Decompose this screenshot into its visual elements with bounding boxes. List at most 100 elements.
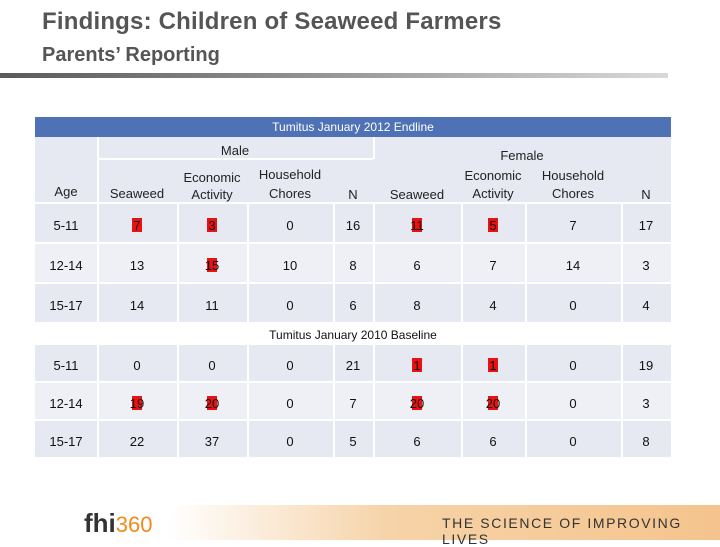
- column-divider: [373, 383, 375, 421]
- row-divider: [35, 322, 671, 324]
- endline-age-cell: 5-11: [53, 218, 79, 233]
- baseline-age-cell: 15-17: [49, 434, 83, 449]
- column-divider: [177, 345, 179, 383]
- column-divider: [97, 204, 99, 244]
- column-divider: [461, 383, 463, 421]
- endline-value-cell: 16: [345, 218, 361, 233]
- baseline-value-cell: 19: [129, 396, 145, 411]
- table-row: 12-14 19 20 0 7 20 20 0 3: [35, 383, 671, 421]
- endline-value-cell: 0: [286, 298, 294, 313]
- column-divider: [621, 244, 623, 284]
- baseline-value-cell: 0: [569, 396, 577, 411]
- baseline-value-cell: 6: [413, 434, 421, 449]
- endline-value-cell: 13: [129, 258, 145, 273]
- col-male-econ-2: Activity: [191, 187, 233, 202]
- baseline-value-cell: 21: [345, 358, 361, 373]
- column-divider: [247, 284, 249, 324]
- column-divider: [333, 421, 335, 459]
- page-subtitle: Parents’ Reporting: [42, 44, 220, 66]
- column-divider: [621, 345, 623, 383]
- col-female-house-1: Household: [541, 168, 605, 183]
- footer-tagline: THE SCIENCE OF IMPROVING LIVES: [442, 515, 682, 547]
- column-divider: [525, 244, 527, 284]
- endline-value-cell: 7: [489, 258, 497, 273]
- col-female-econ-1: Economic: [464, 168, 522, 183]
- highlight-mark: [412, 218, 422, 232]
- col-male-house-2: Chores: [269, 186, 311, 201]
- column-divider: [97, 244, 99, 284]
- column-divider: [621, 204, 623, 244]
- column-divider: [177, 421, 179, 459]
- column-divider: [247, 345, 249, 383]
- column-divider: [525, 204, 527, 244]
- baseline-label: Tumitus January 2010 Baseline: [269, 328, 437, 342]
- col-male-house-1: Household: [258, 167, 322, 182]
- col-female-house-2: Chores: [552, 186, 594, 201]
- endline-value-cell: 7: [569, 218, 577, 233]
- column-divider: [333, 244, 335, 284]
- column-divider: [621, 284, 623, 324]
- baseline-value-cell: 1: [489, 358, 497, 373]
- highlight-mark: [412, 396, 422, 410]
- column-divider: [333, 284, 335, 324]
- highlight-mark: [488, 358, 498, 372]
- column-divider: [621, 383, 623, 421]
- baseline-value-cell: 0: [569, 358, 577, 373]
- endline-value-cell: 5: [489, 218, 497, 233]
- endline-value-cell: 14: [129, 298, 145, 313]
- row-divider: [35, 457, 671, 459]
- column-divider: [461, 244, 463, 284]
- col-male-seaweed: Seaweed: [109, 186, 165, 201]
- col-age: Age: [54, 184, 78, 199]
- baseline-value-cell: 5: [349, 434, 357, 449]
- logo-text: fhi: [84, 508, 116, 538]
- endline-value-cell: 11: [410, 218, 424, 233]
- baseline-value-cell: 19: [638, 358, 654, 373]
- table-header: Male Female Age Seaweed Economic Activit…: [35, 137, 671, 202]
- column-divider: [247, 244, 249, 284]
- column-divider: [177, 284, 179, 324]
- endline-value-cell: 14: [565, 258, 581, 273]
- column-divider: [373, 204, 375, 244]
- endline-value-cell: 4: [642, 298, 650, 313]
- baseline-value-cell: 0: [208, 358, 216, 373]
- highlight-mark: [207, 218, 217, 232]
- table-row: 15-17 22 37 0 5 6 6 0 8: [35, 421, 671, 459]
- row-divider: [35, 381, 671, 383]
- group-female: Female: [500, 148, 544, 163]
- col-female-n: N: [641, 187, 651, 202]
- col-female-seaweed: Seaweed: [389, 187, 445, 202]
- endline-value-cell: 7: [133, 218, 141, 233]
- highlight-mark: [132, 218, 142, 232]
- endline-value-cell: 15: [204, 258, 220, 273]
- column-divider: [621, 421, 623, 459]
- row-divider: [35, 419, 671, 421]
- column-divider: [333, 345, 335, 383]
- column-divider: [373, 421, 375, 459]
- highlight-mark: [488, 396, 498, 410]
- column-divider: [247, 383, 249, 421]
- column-divider: [247, 421, 249, 459]
- column-divider: [247, 204, 249, 244]
- column-divider: [177, 244, 179, 284]
- highlight-mark: [207, 258, 217, 272]
- column-divider: [461, 204, 463, 244]
- endline-value-cell: 17: [638, 218, 654, 233]
- table-row: 15-17 14 11 0 6 8 4 0 4: [35, 284, 671, 324]
- column-divider: [373, 345, 375, 383]
- endline-value-cell: 3: [642, 258, 650, 273]
- baseline-value-cell: 8: [642, 434, 650, 449]
- endline-band: Tumitus January 2012 Endline: [35, 117, 671, 137]
- baseline-value-cell: 0: [133, 358, 141, 373]
- column-divider: [97, 345, 99, 383]
- column-divider: [333, 204, 335, 244]
- endline-value-cell: 11: [205, 298, 219, 313]
- column-divider: [177, 204, 179, 244]
- endline-value-cell: 6: [413, 258, 421, 273]
- column-divider: [461, 284, 463, 324]
- column-divider: [525, 421, 527, 459]
- baseline-value-cell: 6: [489, 434, 497, 449]
- endline-value-cell: 4: [489, 298, 497, 313]
- column-divider: [525, 284, 527, 324]
- baseline-value-cell: 0: [286, 396, 294, 411]
